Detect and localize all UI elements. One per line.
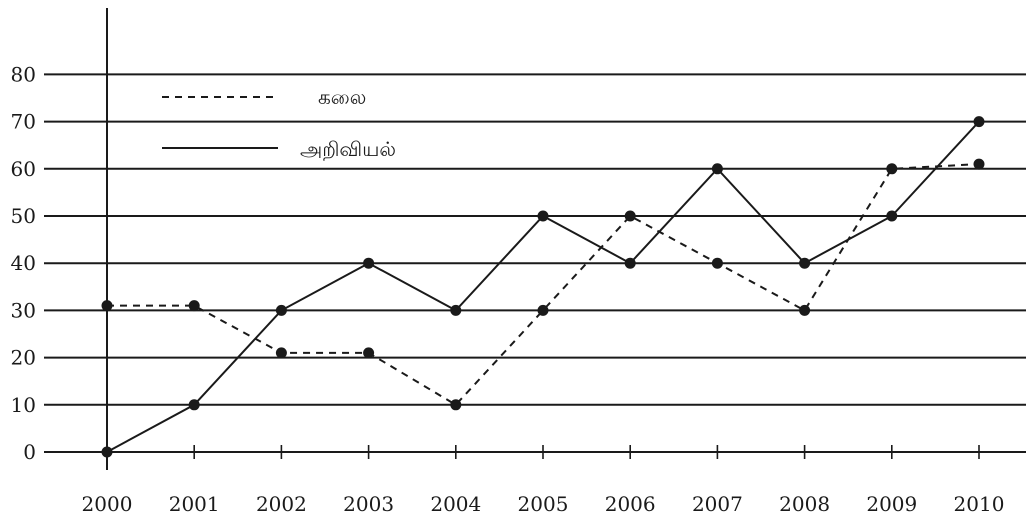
data-point-science <box>275 304 287 316</box>
data-point-arts <box>363 347 375 359</box>
x-tick-label: 2006 <box>605 492 656 516</box>
y-tick-label: 10 <box>11 393 36 417</box>
x-tick-label: 2001 <box>169 492 220 516</box>
y-tick-label: 50 <box>11 204 36 228</box>
data-point-science <box>711 163 723 175</box>
x-tick-label: 2005 <box>518 492 569 516</box>
data-point-science <box>886 210 898 222</box>
data-point-arts <box>711 257 723 269</box>
y-tick-label: 0 <box>23 440 36 464</box>
legend-label-arts: கலை <box>318 85 366 109</box>
data-point-arts <box>886 163 898 175</box>
data-point-science <box>450 304 462 316</box>
gridlines <box>44 73 1026 453</box>
data-point-arts <box>537 304 549 316</box>
data-point-science <box>537 210 549 222</box>
legend-label-science: அறிவியல் <box>300 137 396 161</box>
y-tick-label: 40 <box>11 251 36 275</box>
x-tick-label: 2002 <box>256 492 307 516</box>
y-tick-label: 20 <box>11 346 36 370</box>
legend: கலை அறிவியல் <box>162 85 396 161</box>
x-tick-label: 2010 <box>954 492 1005 516</box>
data-point-arts <box>624 210 636 222</box>
y-tick-label: 30 <box>11 298 36 322</box>
x-tick-label: 2003 <box>343 492 394 516</box>
series-line-arts <box>107 163 980 407</box>
series-group <box>101 116 985 458</box>
series-line-science <box>106 120 980 453</box>
data-point-science <box>101 446 113 458</box>
x-tick-label: 2004 <box>430 492 481 516</box>
data-point-arts <box>188 300 200 312</box>
data-point-arts <box>799 304 811 316</box>
data-point-arts <box>101 300 113 312</box>
x-axis-ticks: 2000 2001 2002 2003 2004 2005 2006 2007 2008 2009… <box>82 445 1005 516</box>
data-point-arts <box>275 347 287 359</box>
data-point-arts <box>450 399 462 411</box>
y-tick-label: 70 <box>11 110 36 134</box>
y-tick-label: 60 <box>11 157 36 181</box>
x-tick-label: 2000 <box>82 492 133 516</box>
data-point-arts <box>973 158 985 170</box>
x-tick-label: 2007 <box>692 492 743 516</box>
x-tick-label: 2008 <box>779 492 830 516</box>
y-axis-ticks: 0 10 20 30 40 50 60 70 80 <box>11 62 36 464</box>
data-point-science <box>363 257 375 269</box>
y-tick-label: 80 <box>11 62 36 86</box>
data-point-science <box>799 257 811 269</box>
data-point-science <box>973 116 985 128</box>
x-tick-label: 2009 <box>866 492 917 516</box>
data-point-science <box>624 257 636 269</box>
data-point-science <box>188 399 200 411</box>
